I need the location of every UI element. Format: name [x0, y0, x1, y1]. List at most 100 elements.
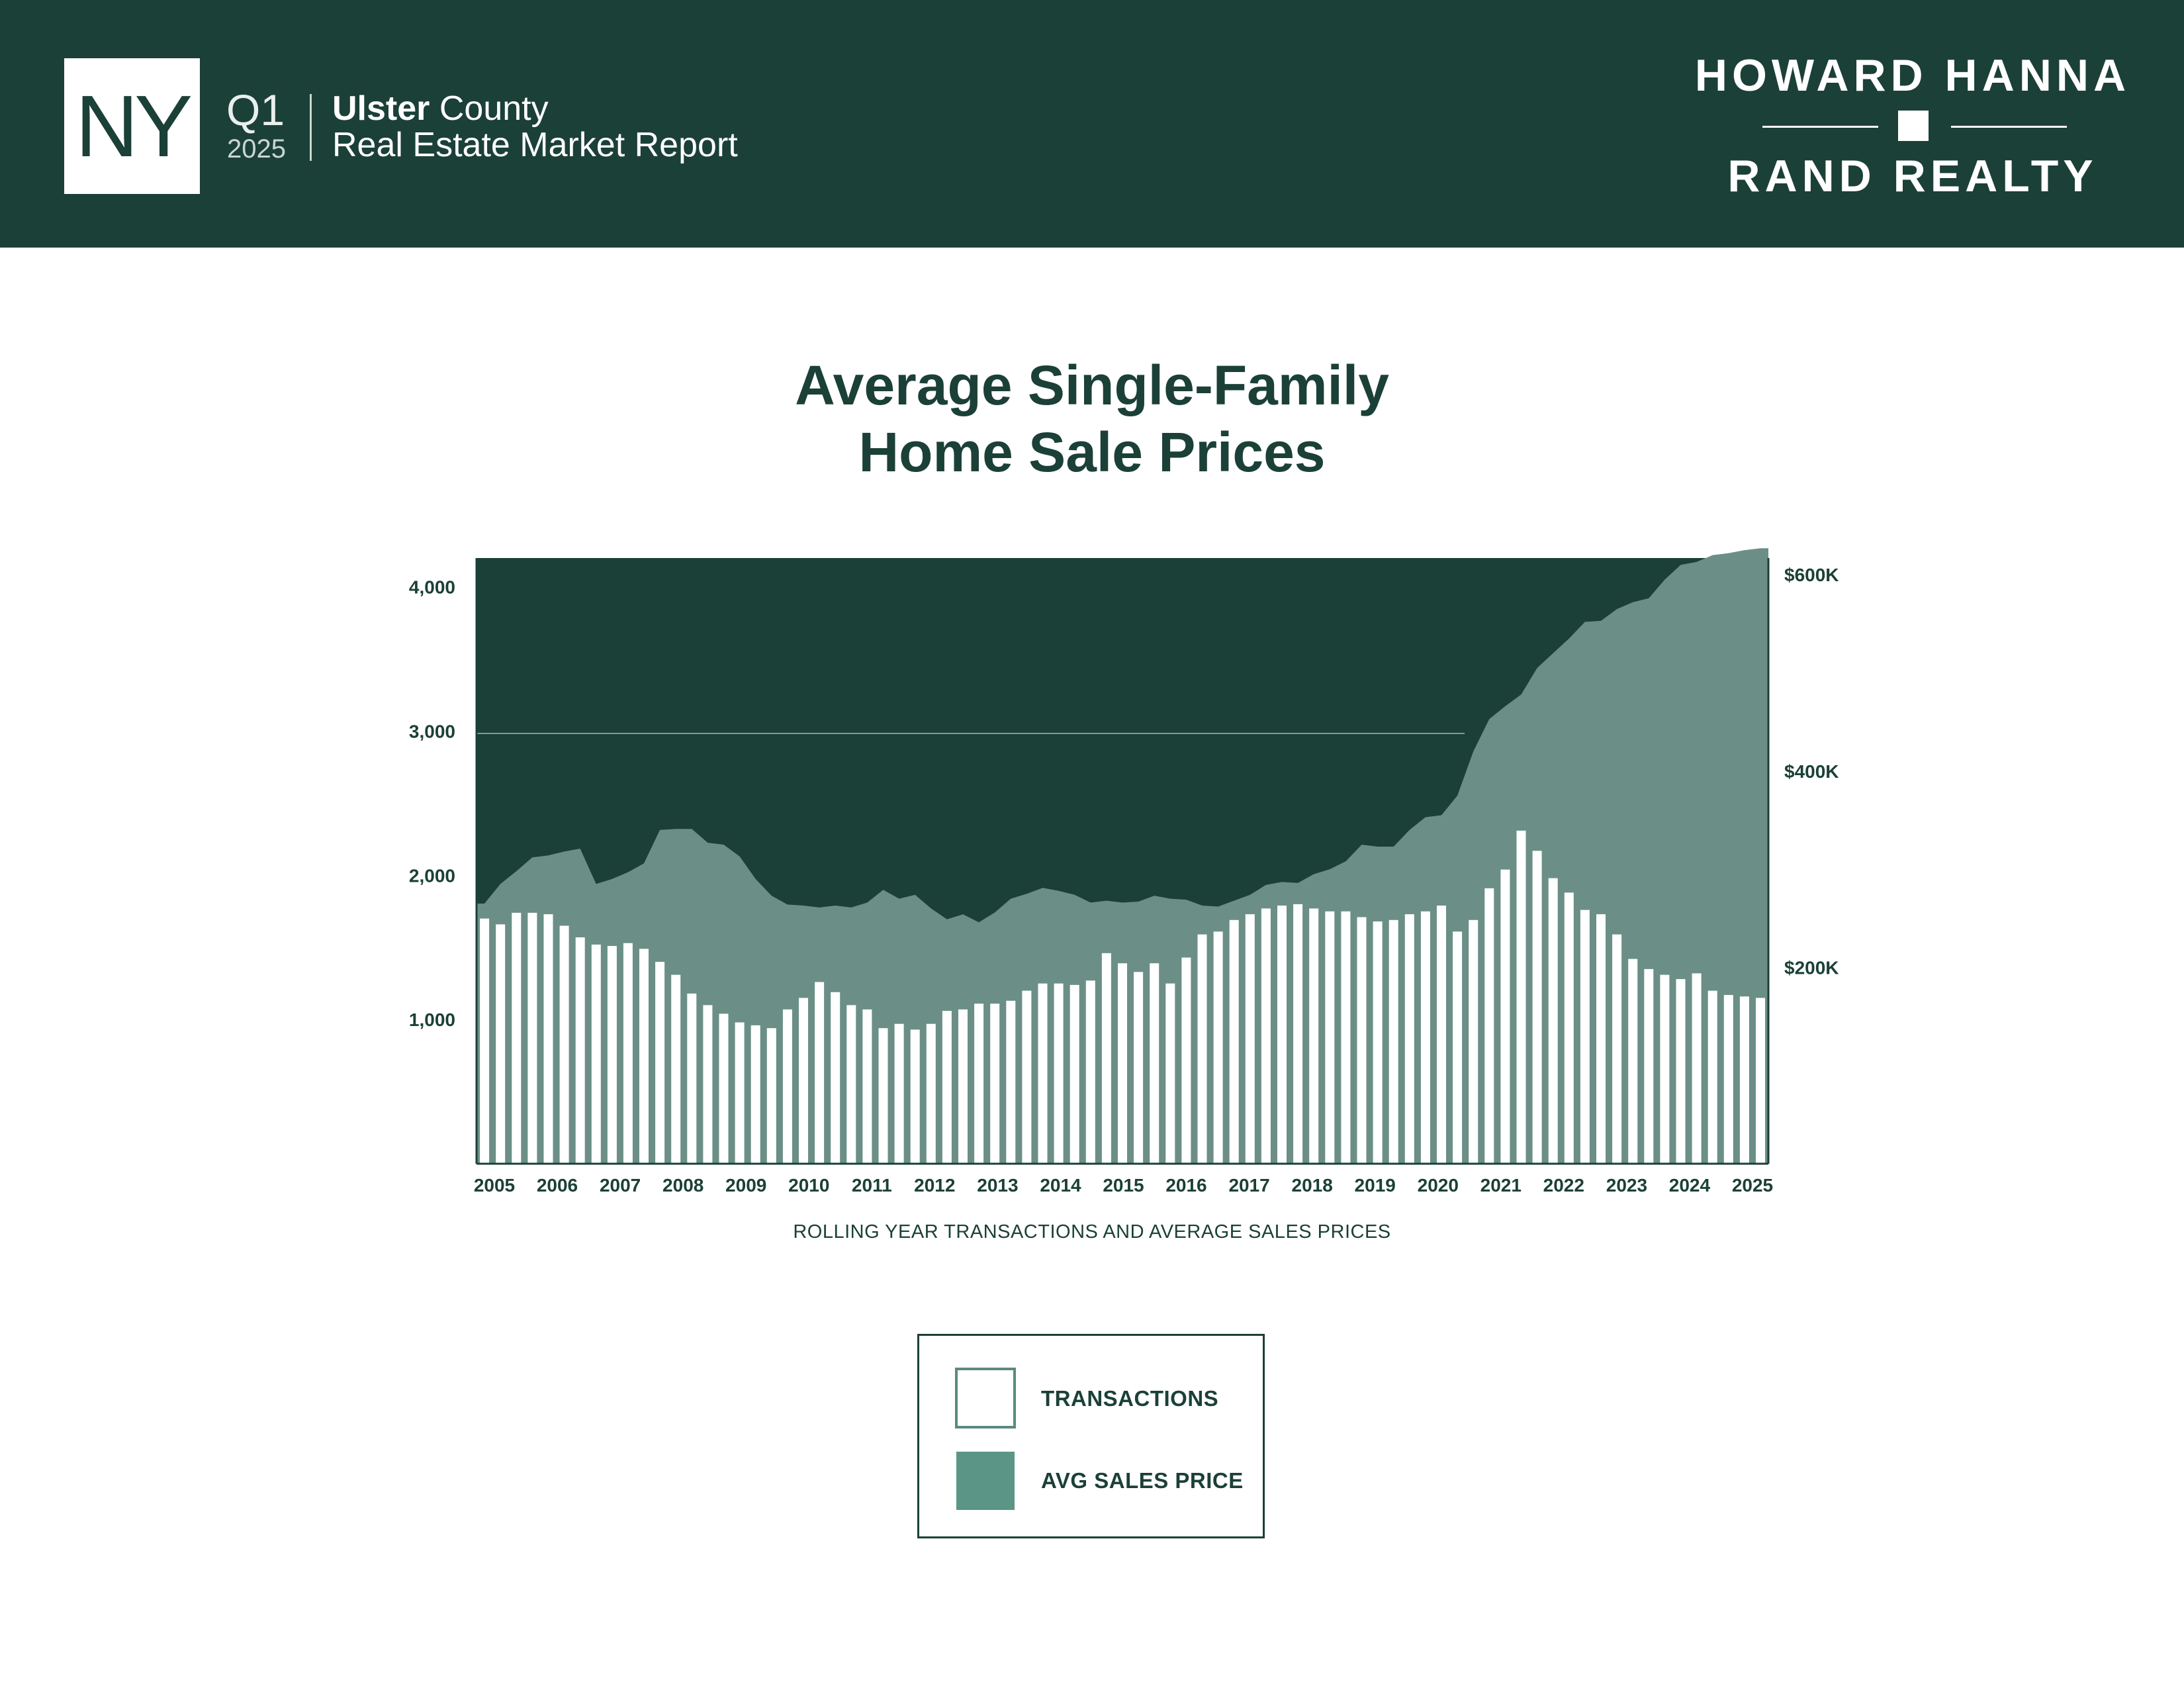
x-tick-label: 2019 — [1355, 1175, 1396, 1196]
transaction-bar — [591, 944, 601, 1164]
y-left-tick-label: 3,000 — [409, 721, 455, 741]
transaction-bar — [1437, 906, 1446, 1164]
transaction-bar — [1150, 963, 1160, 1164]
transaction-bar — [1516, 830, 1526, 1164]
legend-swatch-transactions — [955, 1368, 1016, 1429]
transaction-bar — [1134, 972, 1144, 1164]
legend-swatch-avg-sales-price — [956, 1452, 1015, 1510]
transaction-bar — [703, 1005, 713, 1164]
transaction-bar — [958, 1009, 968, 1164]
x-tick-label: 2024 — [1669, 1175, 1711, 1196]
x-tick-label: 2009 — [725, 1175, 766, 1196]
transaction-bar — [527, 912, 537, 1164]
transaction-bar — [1612, 934, 1622, 1164]
report-header: NY Q1 2025 Ulster County Real Estate Mar… — [0, 0, 2184, 248]
brand-logo-square-icon — [1898, 111, 1929, 141]
transaction-bar — [1357, 917, 1367, 1164]
transaction-bar — [1038, 983, 1048, 1164]
transaction-bar — [1101, 953, 1111, 1164]
chart-title-line-2: Home Sale Prices — [858, 421, 1326, 483]
x-tick-label: 2017 — [1228, 1175, 1269, 1196]
transaction-bar — [878, 1028, 888, 1164]
transaction-bar — [1261, 908, 1271, 1164]
x-tick-label: 2006 — [537, 1175, 578, 1196]
transaction-bar — [799, 998, 808, 1164]
transaction-bar — [1054, 983, 1064, 1164]
transaction-bar — [1325, 911, 1335, 1164]
transaction-bar — [1739, 996, 1749, 1164]
transaction-bar — [894, 1023, 904, 1164]
transaction-bar — [607, 946, 617, 1164]
x-tick-label: 2025 — [1732, 1175, 1773, 1196]
transaction-bar — [974, 1004, 984, 1164]
brand-logo-bottom: RAND REALTY — [1727, 151, 2098, 201]
transaction-bar — [1484, 888, 1494, 1164]
y-left-tick-label: 1,000 — [409, 1009, 455, 1030]
transaction-bar — [1245, 914, 1255, 1164]
transaction-bar — [1500, 869, 1510, 1164]
transaction-bar — [1165, 983, 1175, 1164]
y-left-tick-label: 4,000 — [409, 577, 455, 598]
county-word: County — [439, 89, 549, 128]
transaction-bar — [480, 918, 490, 1164]
transaction-bar — [815, 982, 825, 1164]
transaction-bar — [1548, 878, 1558, 1164]
transaction-bar — [782, 1009, 792, 1164]
county-heading: Ulster County — [332, 91, 549, 126]
transaction-bar — [831, 992, 841, 1164]
transaction-bar — [1229, 919, 1239, 1164]
county-name: Ulster — [332, 89, 430, 128]
transaction-bar — [543, 914, 553, 1164]
transaction-bar — [1532, 851, 1542, 1164]
x-tick-label: 2011 — [852, 1175, 892, 1196]
transaction-bar — [1373, 921, 1383, 1164]
transaction-bar — [910, 1029, 920, 1164]
x-tick-label: 2022 — [1543, 1175, 1584, 1196]
transaction-bar — [1006, 1000, 1016, 1164]
y-axis-left-ticks: 1,000 2,000 3,000 4,000 — [409, 577, 455, 1031]
transaction-bar — [1197, 934, 1207, 1164]
transaction-bar — [512, 912, 522, 1164]
transaction-bar — [1453, 931, 1463, 1164]
x-tick-label: 2007 — [600, 1175, 641, 1196]
transaction-bar — [1707, 990, 1717, 1164]
transaction-bar — [1756, 998, 1765, 1164]
state-abbreviation: NY — [75, 77, 193, 175]
state-badge: NY — [64, 58, 200, 194]
x-axis-ticks: 2005 2006 2007 2008 2009 2010 2011 2012 2013 2014… — [474, 1175, 1773, 1196]
transaction-bars — [480, 830, 1765, 1164]
transaction-bar — [1564, 892, 1574, 1164]
transaction-bar — [496, 924, 506, 1164]
transaction-bar — [846, 1005, 856, 1164]
transaction-bar — [719, 1013, 729, 1164]
brand-logo-rule-left — [1762, 126, 1878, 128]
transaction-bar — [1069, 984, 1079, 1164]
transaction-bar — [1118, 963, 1127, 1164]
legend-label-transactions: TRANSACTIONS — [1041, 1386, 1219, 1411]
transaction-bar — [942, 1011, 952, 1164]
brand-logo-top: HOWARD HANNA — [1694, 50, 2131, 101]
chart-legend: TRANSACTIONS AVG SALES PRICE — [917, 1334, 1265, 1538]
transaction-bar — [1388, 919, 1398, 1164]
x-tick-label: 2013 — [977, 1175, 1018, 1196]
x-tick-label: 2023 — [1606, 1175, 1647, 1196]
transaction-bar — [1692, 973, 1702, 1164]
y-left-tick-label: 2,000 — [409, 865, 455, 886]
transaction-bar — [1085, 980, 1095, 1164]
transaction-bar — [1309, 908, 1319, 1164]
transaction-bar — [1022, 990, 1032, 1164]
transaction-bar — [862, 1009, 872, 1164]
x-tick-label: 2005 — [474, 1175, 515, 1196]
chart-title: Average Single-Family Home Sale Prices — [596, 352, 1588, 486]
transaction-bar — [639, 949, 649, 1164]
transaction-bar — [655, 962, 665, 1164]
transaction-bar — [1277, 906, 1287, 1164]
transaction-bar — [687, 993, 697, 1164]
transaction-bar — [1676, 979, 1686, 1164]
x-tick-label: 2014 — [1040, 1175, 1081, 1196]
header-divider — [310, 94, 312, 161]
y-right-tick-label: $600K — [1784, 565, 1839, 585]
x-tick-label: 2020 — [1418, 1175, 1459, 1196]
chart-title-line-1: Average Single-Family — [795, 354, 1389, 416]
